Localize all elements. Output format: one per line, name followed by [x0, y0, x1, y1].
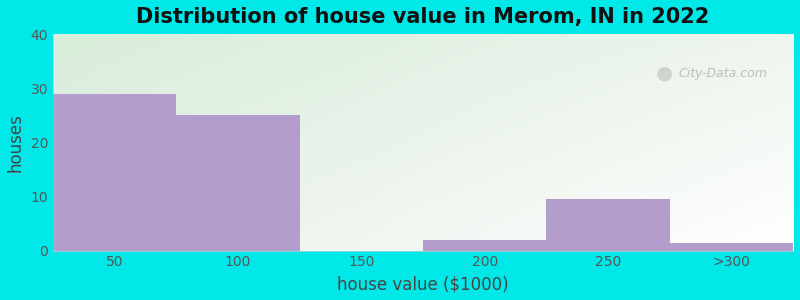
Bar	[546, 199, 670, 250]
Title: Distribution of house value in Merom, IN in 2022: Distribution of house value in Merom, IN…	[136, 7, 710, 27]
Text: City-Data.com: City-Data.com	[678, 67, 767, 80]
Bar	[176, 115, 300, 250]
X-axis label: house value ($1000): house value ($1000)	[338, 275, 509, 293]
Y-axis label: houses: houses	[7, 113, 25, 172]
Text: ●: ●	[656, 64, 673, 83]
Bar	[670, 242, 793, 250]
Bar	[423, 240, 546, 250]
Bar	[53, 94, 176, 250]
